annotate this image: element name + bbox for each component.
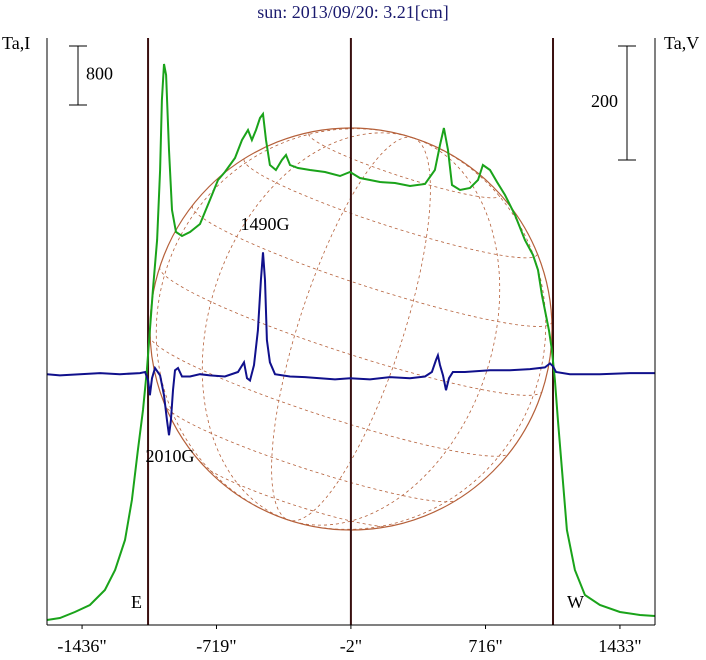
parallel — [308, 133, 501, 199]
y2-axis-label: Ta,V — [664, 33, 699, 53]
x-tick-label: 1433" — [598, 636, 641, 656]
meridian — [201, 132, 414, 521]
meridian — [271, 136, 414, 521]
x-tick-label: 716" — [468, 636, 502, 656]
limb-label: W — [567, 592, 584, 612]
globe-grid — [149, 128, 553, 530]
x-tick-label: -2" — [340, 636, 362, 656]
x-tick-label: -719" — [196, 636, 236, 656]
parallel — [191, 205, 553, 327]
data-line — [46, 63, 656, 621]
meridian — [288, 137, 501, 526]
parallel — [201, 462, 394, 527]
parallel — [159, 266, 543, 396]
parallel — [243, 159, 538, 259]
annotation: 2010G — [146, 446, 195, 466]
scale-bar-label: 200 — [591, 91, 618, 111]
limb-label: E — [131, 592, 142, 612]
data-line — [46, 252, 655, 436]
chart-title: sun: 2013/09/20: 3.21[cm] — [257, 2, 449, 22]
y-axis-label: Ta,I — [2, 33, 30, 53]
annotation: 1490G — [241, 214, 290, 234]
scale-bar-label: 800 — [86, 64, 113, 84]
parallel — [164, 403, 459, 503]
parallel — [149, 335, 510, 457]
x-tick-label: -1436" — [57, 636, 106, 656]
meridian — [288, 137, 431, 522]
